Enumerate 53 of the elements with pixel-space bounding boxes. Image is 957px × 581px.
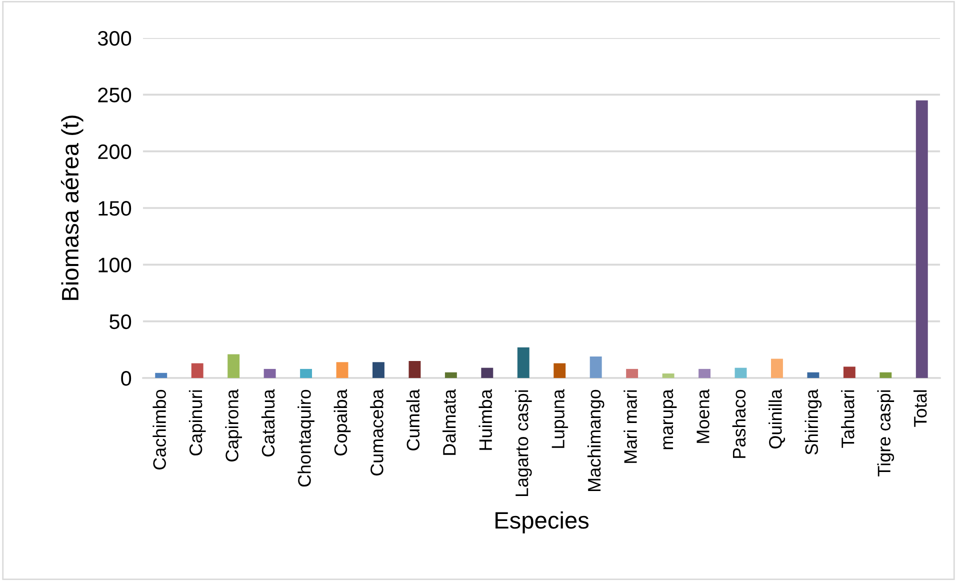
x-tick-label: Quinilla <box>768 389 786 448</box>
bar <box>517 347 530 378</box>
x-axis-title: Especies <box>496 511 589 534</box>
x-tick-label: Copaiba <box>334 389 351 456</box>
x-tick-label: Cachimbo <box>152 390 166 470</box>
bar <box>264 368 276 378</box>
x-tick-label: Tigre caspi <box>877 390 894 476</box>
x-tick-label: Lagarto caspi <box>514 390 532 496</box>
bar <box>662 373 674 378</box>
x-tick-label: Capinuri <box>188 390 206 456</box>
x-tick-label: Lupuna <box>552 389 568 448</box>
y-tick-label: 0 <box>121 371 132 386</box>
bar <box>444 372 457 378</box>
x-tick-label: Tahuari <box>841 390 854 448</box>
y-tick-label: 50 <box>110 314 132 330</box>
x-tick-label: Cumaceba <box>370 389 384 476</box>
bar <box>698 368 710 378</box>
x-tick-label: Huimba <box>478 389 492 450</box>
bar <box>228 354 240 378</box>
x-tick-label: Moena <box>696 389 710 443</box>
x-tick-label: Mari mari <box>624 390 637 463</box>
bar <box>191 363 204 378</box>
y-tick-label: 150 <box>98 201 132 216</box>
bar <box>481 368 494 378</box>
x-tick-label: Cumala <box>406 389 420 450</box>
y-axis-title: Biomasa aérea (t) <box>60 116 84 300</box>
bar <box>336 362 348 378</box>
y-tick-label: 300 <box>98 31 132 46</box>
x-tick-label: Total <box>913 390 927 427</box>
x-tick-label: Machimango <box>587 390 604 491</box>
bar <box>880 372 892 378</box>
x-tick-label: marupa <box>663 389 677 450</box>
x-tick-label: Chontaquiro <box>298 390 314 487</box>
bar <box>843 366 856 378</box>
x-tick-label: Catahua <box>261 389 275 456</box>
bar <box>155 372 168 378</box>
bar <box>734 368 747 378</box>
bar <box>807 372 820 378</box>
y-tick-label: 200 <box>98 144 132 160</box>
y-tick-label: 100 <box>98 258 132 272</box>
x-tick-label: Capirona <box>225 389 242 462</box>
x-tick-label: Pashaco <box>732 390 746 458</box>
x-tick-label: Shiringa <box>804 389 822 455</box>
bar <box>590 356 602 378</box>
bar <box>771 358 783 378</box>
bar <box>300 368 312 378</box>
bar <box>626 368 638 378</box>
bar <box>372 362 384 378</box>
x-tick-label: Dalmata <box>442 389 456 455</box>
bar <box>408 361 421 378</box>
bar <box>916 100 928 378</box>
bar <box>554 363 566 378</box>
y-tick-label: 250 <box>98 88 132 102</box>
